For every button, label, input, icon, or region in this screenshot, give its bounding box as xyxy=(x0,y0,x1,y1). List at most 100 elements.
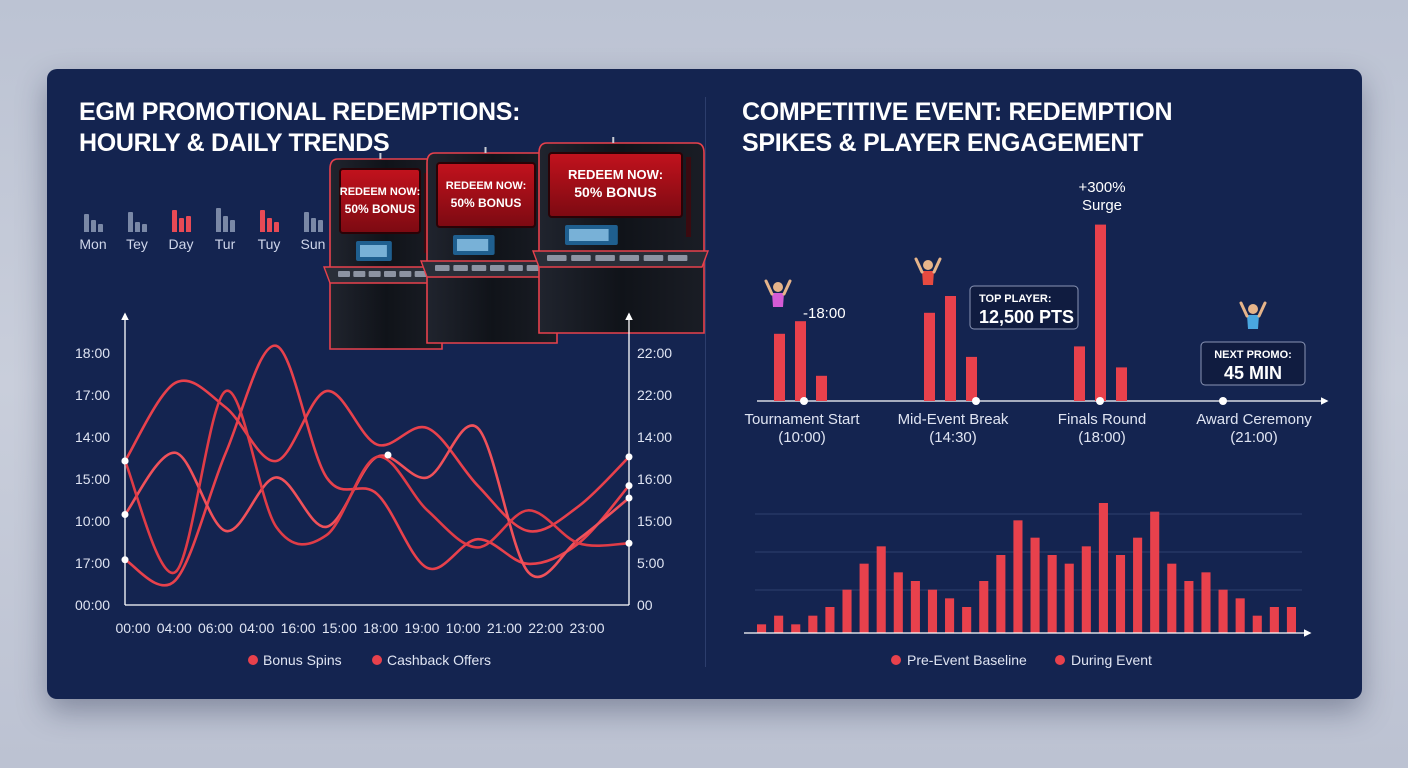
series-line-2 xyxy=(123,379,631,533)
slot-machine: REDEEM NOW: 50% BONUS xyxy=(419,147,563,344)
bar-chart-icon xyxy=(171,204,191,232)
x-tick-label: 21:00 xyxy=(487,620,522,636)
y-left-tick-label: 15:00 xyxy=(75,471,110,487)
event-group: Finals Round(18:00) xyxy=(1058,224,1146,446)
histogram-bar xyxy=(876,546,886,633)
event-group: Mid-Event Break(14:30) xyxy=(898,296,1009,446)
event-time-label: (10:00) xyxy=(778,429,826,446)
top-player-heading: TOP PLAYER: xyxy=(979,293,1052,305)
series-endpoint-dot xyxy=(625,482,633,490)
histogram-bar xyxy=(842,589,852,633)
legend-marker xyxy=(891,655,901,665)
legend-label: Bonus Spins xyxy=(263,652,342,668)
histogram-bar xyxy=(1201,572,1211,633)
y-left-tick-label: 14:00 xyxy=(75,429,110,445)
event-bar xyxy=(1116,367,1127,401)
y-right-tick-label: 14:00 xyxy=(637,429,672,445)
slot-machine-illustration: REDEEM NOW: 50% BONUS REDEEM NOW: 50% BONUS… xyxy=(322,137,710,350)
histogram-bar xyxy=(808,615,818,633)
x-tick-label: 15:00 xyxy=(322,620,357,636)
y-right-tick-label: 22:00 xyxy=(637,345,672,361)
histogram-bar xyxy=(1235,598,1245,633)
legend-label: Cashback Offers xyxy=(387,652,491,668)
machine-screen-line-1: REDEEM NOW: xyxy=(446,180,526,192)
histogram-bar xyxy=(1098,503,1108,633)
event-group: Award Ceremony(21:00) xyxy=(1196,397,1312,446)
next-promo-box xyxy=(1200,341,1306,386)
event-bar xyxy=(816,375,827,401)
left-title-line-2: HOURLY & DAILY TRENDS xyxy=(79,129,390,157)
machine-screen-line-2: 50% BONUS xyxy=(451,196,522,210)
event-bar xyxy=(795,321,806,401)
y-right-tick-label: 00 xyxy=(637,597,653,613)
series-line-3 xyxy=(123,424,631,579)
series-endpoint-dot xyxy=(625,453,633,461)
event-bar xyxy=(924,312,935,401)
legend-label: During Event xyxy=(1071,652,1152,668)
histogram-bar xyxy=(1047,555,1057,633)
event-dot xyxy=(800,397,808,405)
day-label: Tur xyxy=(214,236,236,252)
charts-canvas: REDEEM NOW: 50% BONUS REDEEM NOW: 50% BONUS… xyxy=(75,137,1329,668)
histogram-bar xyxy=(1150,511,1160,633)
x-tick-label: 04:00 xyxy=(239,620,274,636)
histogram-bar xyxy=(1115,555,1126,633)
y-left-tick-label: 17:00 xyxy=(75,555,110,571)
histogram-bar xyxy=(1030,537,1040,633)
event-bar xyxy=(945,296,956,401)
x-tick-label: 06:00 xyxy=(198,620,233,636)
y-left-tick-label: 00:00 xyxy=(75,597,110,613)
right-panel-title: COMPETITIVE EVENT: REDEMPTION SPIKES & P… xyxy=(742,97,1173,159)
series-endpoint-dot xyxy=(625,494,633,502)
bar-chart-icon xyxy=(215,204,235,232)
cheering-player-icon xyxy=(1239,301,1267,329)
slot-machine: REDEEM NOW: 50% BONUS xyxy=(531,137,710,334)
left-panel-title: EGM PROMOTIONAL REDEMPTIONS: HOURLY & DA… xyxy=(79,97,520,159)
day-label: Day xyxy=(168,236,194,252)
day-label: Mon xyxy=(79,236,107,252)
event-bar xyxy=(774,333,785,401)
histogram-bar xyxy=(910,581,920,633)
slot-machine: REDEEM NOW: 50% BONUS xyxy=(322,153,448,350)
x-tick-label: 19:00 xyxy=(404,620,439,636)
event-name-label: Award Ceremony xyxy=(1196,411,1312,428)
histogram-bar xyxy=(1269,607,1279,633)
machine-screen-line-2: 50% BONUS xyxy=(345,202,416,216)
bar-chart-icon xyxy=(303,204,323,232)
histogram-bar xyxy=(979,581,989,633)
dashboard-panel: EGM PROMOTIONAL REDEMPTIONS: HOURLY & DA… xyxy=(47,69,1362,699)
event-name-label: Mid-Event Break xyxy=(898,411,1009,428)
series-endpoint-dot xyxy=(625,539,633,547)
histogram-bar xyxy=(1013,520,1023,633)
event-bar xyxy=(1095,224,1106,401)
histogram-bar xyxy=(945,598,955,633)
machine-screen-line-2: 50% BONUS xyxy=(574,184,656,200)
time-marker-label: -18:00 xyxy=(803,305,846,322)
event-time-label: (14:30) xyxy=(929,429,977,446)
event-name-label: Finals Round xyxy=(1058,411,1146,428)
y-right-tick-label: 5:00 xyxy=(637,555,664,571)
histogram-bar xyxy=(1167,563,1177,633)
histogram-bar xyxy=(1133,537,1143,633)
histogram-bar xyxy=(893,572,903,633)
top-player-box xyxy=(969,285,1079,330)
y-right-tick-label: 16:00 xyxy=(637,471,672,487)
day-icon-tuy: Tuy xyxy=(255,204,283,252)
line-chart-legend: Bonus Spins Cashback Offers xyxy=(248,652,491,668)
event-dot xyxy=(972,397,980,405)
next-promo-value: 45 MIN xyxy=(1224,363,1282,383)
series-endpoint-dot xyxy=(121,556,129,564)
day-icon-tur: Tur xyxy=(211,204,239,252)
series-line-4 xyxy=(123,389,631,575)
line-chart: 18:00 17:00 14:00 15:00 10:00 17:00 00:00 22:00… xyxy=(75,312,672,668)
day-icon-row: Mon Tey Day Tur Tuy Sun xyxy=(79,204,327,252)
histogram-bar xyxy=(1252,615,1262,633)
bar-chart-icon xyxy=(83,204,103,232)
day-icon-tey: Tey xyxy=(123,204,151,252)
histogram-bar xyxy=(1218,589,1228,633)
histogram-bar xyxy=(1081,546,1091,633)
day-label: Sun xyxy=(300,236,326,252)
machine-screen-line-1: REDEEM NOW: xyxy=(568,167,663,182)
histogram-bar xyxy=(859,563,869,633)
histogram-bar xyxy=(962,607,972,633)
